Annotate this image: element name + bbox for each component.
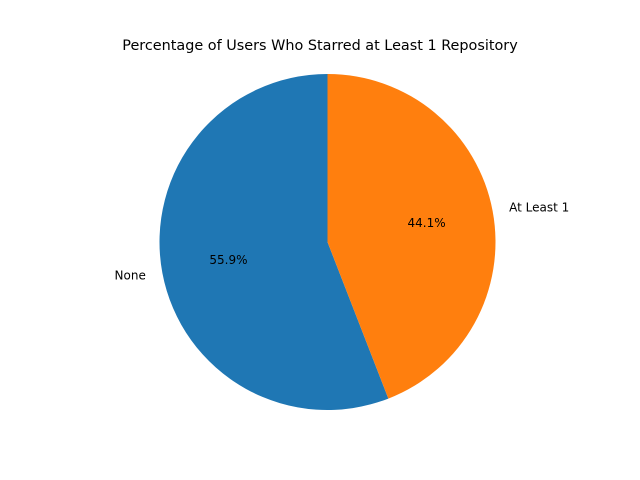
pie-slices — [159, 74, 496, 410]
chart-title: Percentage of Users Who Starred at Least… — [122, 38, 518, 54]
pie-slice-at-least-1 — [327, 74, 496, 399]
slice-label-at-least-1: At Least 1 — [509, 200, 569, 214]
pie-labels: None 55.9% At Least 1 44.1% — [115, 200, 570, 282]
pie-slice-none — [159, 74, 389, 410]
slice-label-none: None — [115, 269, 146, 283]
slice-percent-none: 55.9% — [209, 253, 247, 267]
slice-percent-at-least-1: 44.1% — [408, 216, 446, 230]
